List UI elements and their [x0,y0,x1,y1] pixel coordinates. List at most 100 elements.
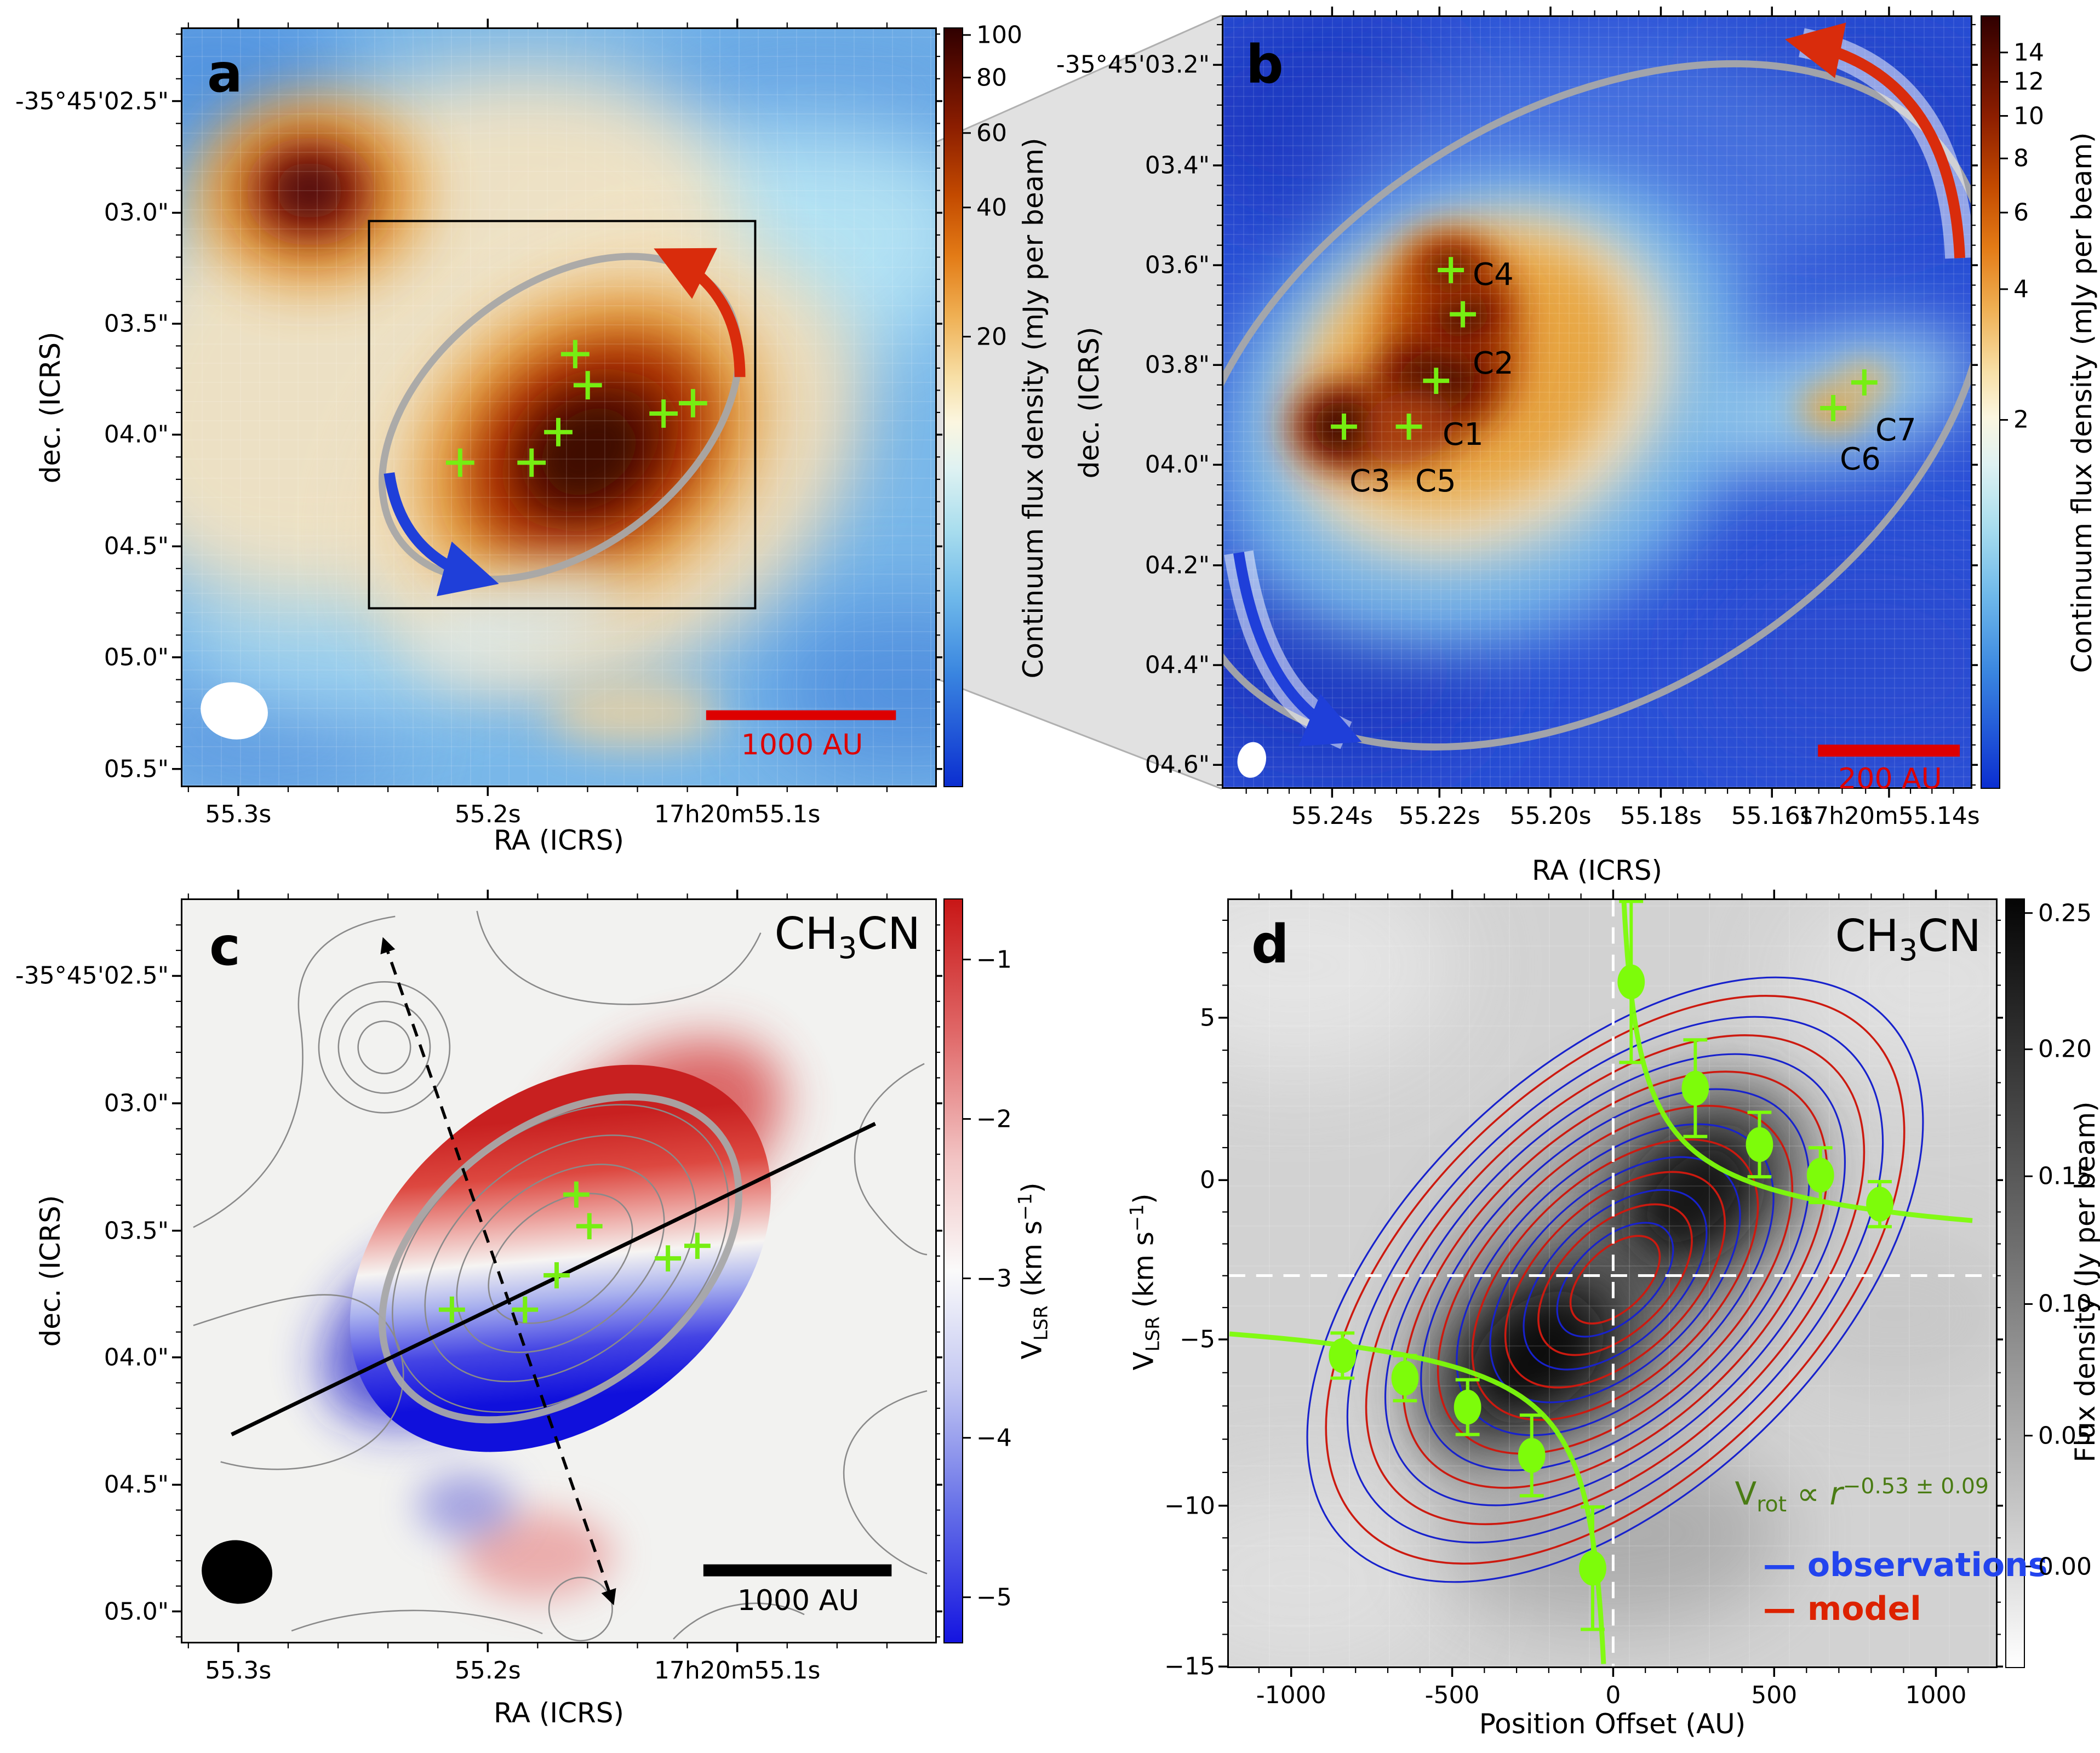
x-tick-label: 55.20s [1510,802,1592,830]
panel-d-xaxis-title: Position Offset (AU) [1479,1708,1746,1740]
contour-path [193,916,395,1227]
x-tick-label: 55.3s [205,800,271,828]
colorbar-tick-label: 12 [2013,68,2044,96]
y-tick-label: 03.4" [1145,151,1210,179]
y-tick-label: 03.6" [1145,251,1210,279]
core-label-C7: C7 [1875,413,1916,448]
panel-b-vectors [1223,17,1971,787]
colorbar-tick-label: 6 [2013,199,2029,227]
core-label-C5: C5 [1415,463,1456,499]
velocity-data-point [1454,1390,1481,1425]
panel-c-yaxis-title: dec. (ICRS) [35,1195,66,1347]
y-tick-label: -35°45'02.5" [15,962,169,990]
colorbar-tick-label: 10 [2013,102,2044,130]
panel-d-yaxis-title: VLSR (km s−1) [1126,1193,1164,1370]
contour-path [855,1064,927,1254]
panel-a-continuum-map [181,27,937,787]
velocity-data-point [1807,1158,1834,1193]
y-tick-label: 04.0" [104,421,169,449]
core-cross-marker [576,1213,603,1239]
colorbar-tick-label: 2 [2013,406,2029,434]
colorbar-c-title: VLSR (km s−1) [1015,1182,1052,1359]
y-tick-label: 05.0" [104,1597,169,1625]
core-cross-marker [1450,301,1476,328]
x-tick-label: -1000 [1256,1681,1326,1709]
y-tick-label: 0 [1200,1166,1215,1194]
colorbar-tick-label: −2 [976,1105,1012,1133]
panel-c-velocity-map [181,898,937,1643]
panel-d-pv-diagram [1227,898,1998,1668]
x-tick-label: 55.3s [205,1657,271,1685]
y-tick-label: 04.6" [1145,751,1210,779]
outflow-axis-dashed-arrow [384,942,612,1601]
rotation-arrow-blue [389,473,482,579]
x-tick-label: 55.16s [1731,802,1813,830]
colorbar-tick-label: 60 [976,119,1007,147]
model-contour [1555,1220,1676,1340]
colorbar-tick-label: 0.20 [2038,1035,2092,1063]
core-label-C6: C6 [1840,442,1881,477]
core-cross-marker [1331,414,1357,440]
core-cross-marker [1851,369,1878,396]
beam-ellipse [196,1534,278,1611]
colorbar-tick-label: 0.15 [2038,1162,2092,1190]
core-cross-marker [563,1182,590,1208]
colorbar-tick-label: −3 [976,1264,1012,1292]
scalebar [706,711,896,720]
x-tick-label: 500 [1751,1681,1797,1709]
y-tick-label: 04.0" [1145,451,1210,479]
y-tick-label: 5 [1200,1004,1215,1032]
panel-b-xaxis-title: RA (ICRS) [1532,855,1662,886]
velocity-data-point [1746,1127,1773,1162]
panel-b-yaxis-title: dec. (ICRS) [1073,327,1105,479]
y-tick-label: −5 [1180,1326,1215,1354]
core-cross-marker [1396,414,1422,440]
contour-path [193,1295,403,1470]
model-contour [1278,946,1953,1614]
core-cross-marker [561,340,590,369]
y-tick-label: 03.5" [104,310,169,337]
y-tick-label: −10 [1164,1492,1215,1520]
model-contour [1466,1132,1764,1427]
y-tick-label: −15 [1164,1653,1215,1681]
rotation-ellipse [1223,17,1971,787]
beam-ellipse [1234,740,1269,781]
colorbar-tick-label: 14 [2013,38,2044,66]
x-tick-label: 55.18s [1620,802,1702,830]
velocity-data-point [1866,1187,1893,1222]
x-tick-label: 17h20m55.1s [654,1657,821,1685]
y-tick-label: 05.5" [104,755,169,783]
x-tick-label: 55.22s [1399,802,1480,830]
colorbar-c [943,898,963,1643]
x-tick-label: 17h20m55.14s [1798,802,1980,830]
core-label-C2: C2 [1473,346,1514,381]
colorbar-b-title: Continuum flux density (mJy per beam) [2066,133,2098,673]
core-cross-marker [543,1262,570,1288]
y-tick-label: -35°45'02.5" [15,87,169,115]
pv-cut-line [232,1124,876,1434]
y-tick-label: 03.8" [1145,351,1210,379]
y-tick-label: 04.4" [1145,651,1210,679]
colorbar-tick-label: 4 [2013,275,2029,303]
velocity-data-point [1329,1338,1356,1373]
y-tick-label: 03.5" [104,1217,169,1245]
scalebar [1818,744,1960,757]
contour-circle [549,1578,612,1641]
colorbar-a-title: Continuum flux density (mJy per beam) [1017,138,1049,679]
colorbar-tick-label: 40 [976,193,1007,221]
colorbar-tick-label: −1 [976,946,1012,973]
colorbar-d-title: Flux density (Jy per beam) [2069,1101,2100,1462]
y-tick-label: -35°45'03.2" [1056,51,1210,79]
colorbar-b [1981,15,2000,789]
colorbar-tick-label: −4 [976,1424,1012,1452]
rotation-arrow-red [669,256,740,377]
panel-c-xaxis-title: RA (ICRS) [494,1697,624,1729]
contour-path [477,911,761,1005]
panel-a-vectors [182,29,935,786]
colorbar-tick-label: 100 [976,21,1022,49]
x-tick-label: 0 [1605,1681,1621,1709]
colorbar-d [2005,898,2025,1668]
y-tick-label: 05.0" [104,643,169,671]
observation-contour [1446,1112,1784,1447]
core-cross-marker [574,371,602,399]
